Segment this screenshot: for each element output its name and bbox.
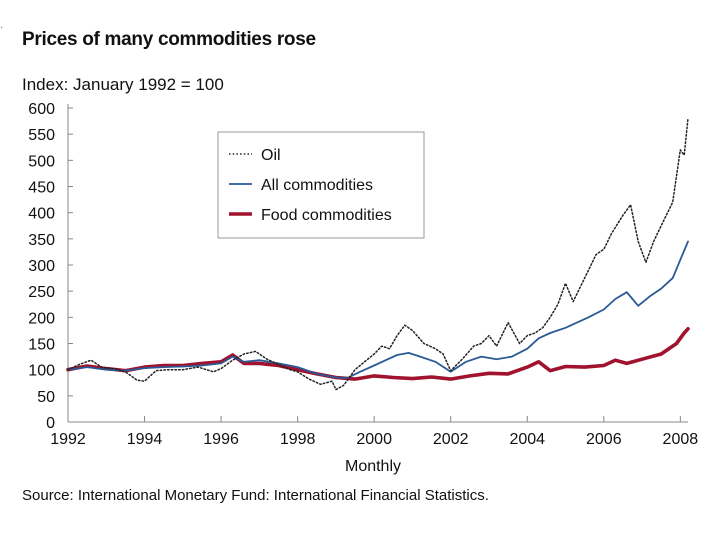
y-tick-label: 250 xyxy=(28,284,55,301)
y-tick-label: 200 xyxy=(28,310,55,327)
y-tick-label: 300 xyxy=(28,258,55,275)
x-tick-label: 1998 xyxy=(280,431,316,448)
y-axis-units: Index: January 1992 = 100 xyxy=(22,75,224,94)
y-tick-label: 550 xyxy=(28,127,55,144)
corner-mark: · xyxy=(0,22,4,33)
x-tick-label: 2006 xyxy=(586,431,622,448)
y-tick-label: 500 xyxy=(28,153,55,170)
food-commodities-series-line xyxy=(66,326,690,381)
y-tick-label: 450 xyxy=(28,180,55,197)
y-tick-label: 0 xyxy=(46,415,55,432)
y-tick-label: 350 xyxy=(28,232,55,249)
oil-series-line xyxy=(67,117,689,391)
x-axis-label: Monthly xyxy=(345,458,401,475)
x-tick-label: 2002 xyxy=(433,431,469,448)
series-lines xyxy=(66,117,690,391)
x-tick-label: 1994 xyxy=(127,431,163,448)
legend-box xyxy=(217,131,425,239)
x-tick-label: 2004 xyxy=(509,431,545,448)
chart-title: Prices of many commodities rose xyxy=(22,29,316,50)
x-tick-label: 2000 xyxy=(356,431,392,448)
source-note: Source: International Monetary Fund: Int… xyxy=(22,487,489,504)
y-axis-ticks: 0 50 100 150 200 250 300 350 400 450 500 550 600 xyxy=(28,101,73,432)
y-tick-label: 50 xyxy=(37,389,55,406)
legend-food-commodities-label: Food commodities xyxy=(261,207,392,224)
legend: Oil All commodities Food commodities xyxy=(217,131,425,239)
y-tick-label: 100 xyxy=(28,363,55,380)
legend-oil-label: Oil xyxy=(261,147,281,164)
y-tick-label: 600 xyxy=(28,101,55,118)
legend-all-commodities-label: All commodities xyxy=(261,177,373,194)
y-tick-label: 400 xyxy=(28,206,55,223)
y-tick-label: 150 xyxy=(28,337,55,354)
x-tick-label: 2008 xyxy=(663,431,699,448)
x-axis-ticks: 1992 1994 1996 1998 2000 2002 2004 2006 2008 xyxy=(50,416,698,448)
x-tick-label: 1992 xyxy=(50,431,86,448)
all-commodities-series-line xyxy=(67,240,689,379)
x-tick-label: 1996 xyxy=(203,431,239,448)
